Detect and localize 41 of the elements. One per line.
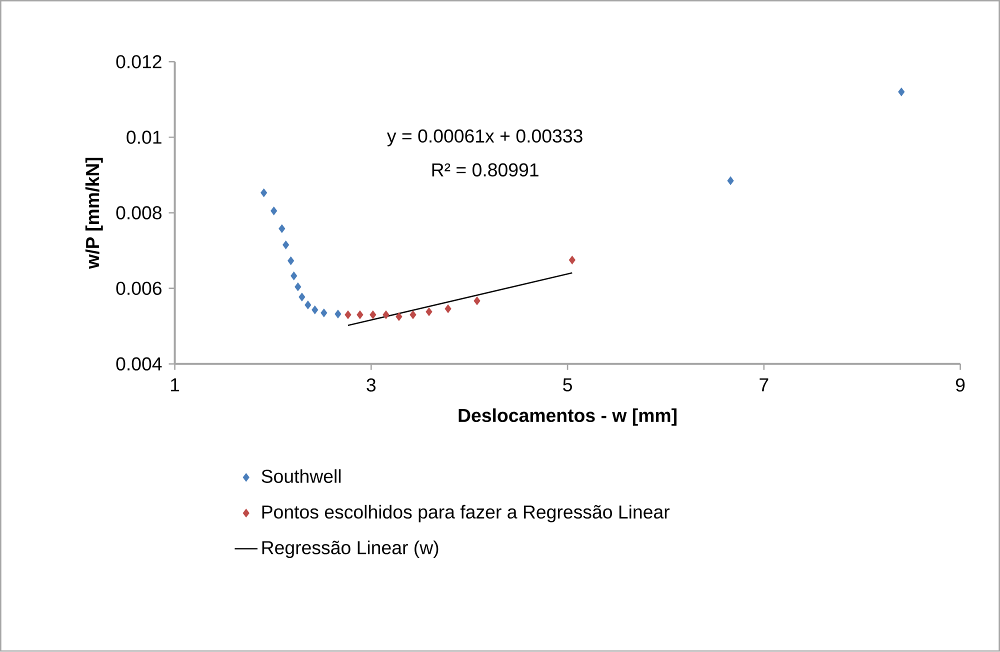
point [288,256,294,266]
y-tick-label: 0.008 [116,206,162,220]
x-tick-label: 9 [956,378,965,392]
point [304,300,312,310]
point [260,188,268,198]
point [278,224,286,234]
legend-label: Pontos escolhidos para fazer a Regressão Linear [262,505,670,522]
x-tick-label: 1 [171,378,180,392]
point [356,310,364,320]
point [334,310,342,318]
point [898,88,905,96]
y-axis-title: w/P [mm/kN] [85,158,103,270]
legend-label: Southwell [262,469,341,484]
point [270,206,278,216]
point [410,310,416,320]
point [320,308,328,318]
point [290,272,298,280]
point [294,282,302,292]
y-tick-label: 0.006 [116,282,162,296]
annotation: R² = 0.80991 [432,163,538,177]
annotation: y = 0.00061x + 0.00333 [386,130,582,146]
point [568,256,576,264]
y-tick-label: 0.012 [116,55,162,68]
point [474,296,480,306]
x-axis-title: Deslocamentos - w [mm] [458,408,676,426]
point [444,304,452,314]
x-tick-label: 3 [366,378,376,392]
point [312,306,318,314]
y-tick-label: 0.01 [126,130,162,144]
point [370,310,376,320]
legend-label: Regressão Linear (w) [262,540,438,558]
x-tick-label: 7 [760,378,768,392]
point [344,310,352,320]
point [382,310,390,320]
y-tick-label: 0.004 [116,357,162,371]
point [298,292,306,302]
point [426,308,432,316]
point [396,312,402,322]
point [282,240,290,250]
x-tick-label: 5 [563,378,572,392]
point [727,176,734,186]
